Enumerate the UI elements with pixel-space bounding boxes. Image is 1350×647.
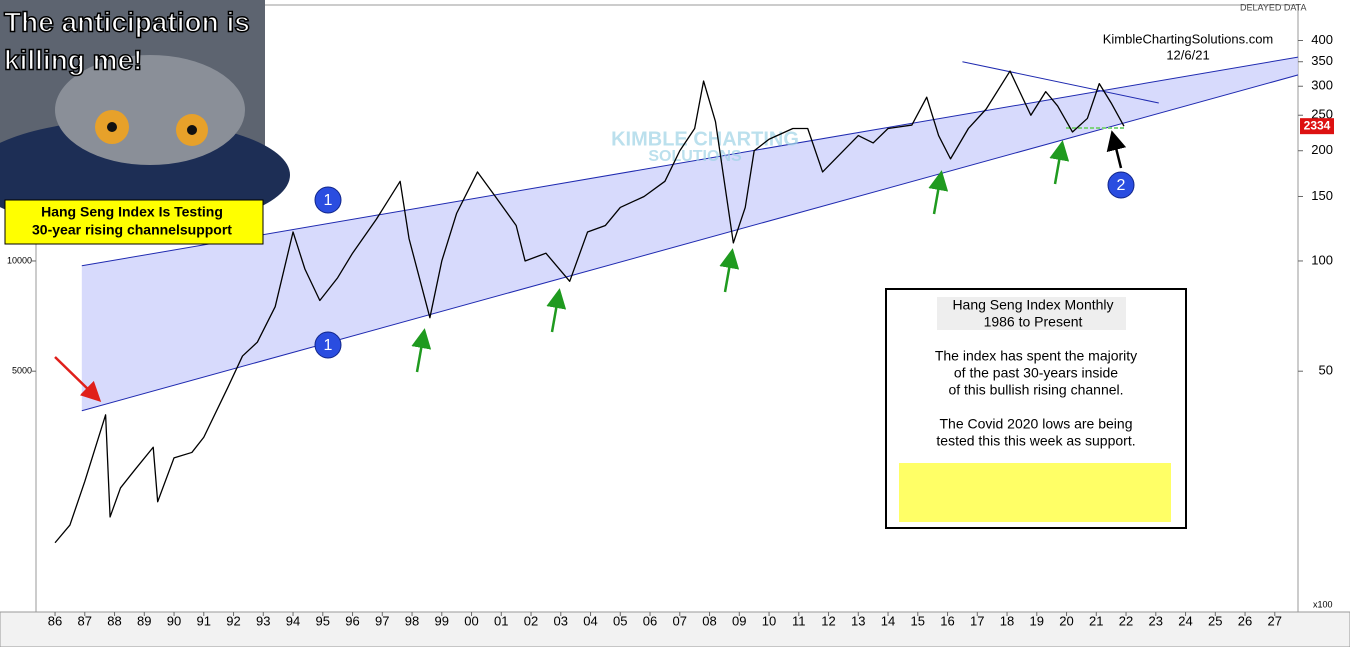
x-tick-label: 27 [1268,613,1282,628]
meme-caption: killing me! [4,44,142,75]
marker-label: 1 [324,337,333,354]
x-tick-label: 21 [1089,613,1103,628]
y-tick-label: 150 [1311,188,1333,203]
x-tick-label: 19 [1030,613,1044,628]
channel-line [962,61,1159,104]
callout-text: Hang Seng Index Is Testing [41,204,223,220]
price-line [54,70,1125,544]
x-axis-strip [0,611,1350,647]
x-tick-label: 00 [464,613,478,628]
x-tick-label: 92 [226,613,240,628]
info-text: of the past 30-years inside [954,365,1118,381]
x-tick-label: 09 [732,613,746,628]
cat-pupil [187,125,197,135]
info-text: The Covid 2020 lows are being [939,416,1132,432]
info-title: 1986 to Present [984,314,1083,330]
x-tick-label: 95 [316,613,330,628]
x-tick-label: 98 [405,613,419,628]
last-value-box [1300,118,1334,135]
x-tick-label: 96 [345,613,359,628]
x-tick-label: 16 [940,613,954,628]
marker-label: 2 [1117,177,1126,194]
x-tick-label: 18 [1000,613,1014,628]
x-tick-label: 11 [792,613,806,628]
black-arrow [1106,130,1127,169]
info-text: of this bullish rising channel. [948,382,1123,398]
x-tick-label: 25 [1208,613,1222,628]
last-value-label: 2334 [1304,118,1331,132]
green-arrow [928,170,949,215]
x-tick-label: 17 [970,613,984,628]
channel-group [81,56,1298,412]
x-tick-label: 07 [673,613,687,628]
x-tick-label: 86 [48,613,62,628]
info-text: tested this this week as support. [936,433,1135,449]
arrows [54,127,1127,402]
x-tick-label: 91 [197,613,211,628]
marker-circle [1107,171,1135,199]
date: 12/6/21 [1166,47,1209,62]
x-tick-label: 97 [375,613,389,628]
x-tick-label: 87 [78,613,92,628]
watermark: SOLUTIONS [648,148,742,165]
left-y-tick-label: 10000 [7,255,32,265]
x-tick-label: 06 [643,613,657,628]
left-y-tick-label: 5000 [12,366,32,376]
y-tick-label: 250 [1311,107,1333,122]
x-tick-label: 01 [494,613,508,628]
marker-label: 1 [324,192,333,209]
x-tick-label: 08 [702,613,716,628]
x-tick-label: 23 [1149,613,1163,628]
feed-note: DELAYED DATA [1240,2,1307,12]
x-tick-label: 02 [524,613,538,628]
y-tick-label: 300 [1311,78,1333,93]
red-arrow [54,356,102,402]
y-tick-label: 200 [1311,142,1333,157]
x-tick-label: 12 [821,613,835,628]
x-tick-label: 20 [1059,613,1073,628]
x-tick-label: 94 [286,613,300,628]
x-tick-label: 10 [762,613,776,628]
x-tick-label: 89 [137,613,151,628]
y-tick-label: 400 [1311,32,1333,47]
green-arrow [546,288,567,333]
channel-line [81,56,1298,267]
x-tick-label: 15 [911,613,925,628]
green-arrow [1049,140,1070,185]
callout-box [4,199,264,245]
x-tick-label: 22 [1119,613,1133,628]
y-tick-label: 100 [1311,252,1333,267]
marker-circle [314,331,342,359]
y-tick-label: 50 [1319,363,1333,378]
green-arrow [719,248,740,293]
info-title-bg [937,297,1126,330]
x-tick-label: 03 [554,613,568,628]
highlight-box [899,463,1171,522]
x-tick-label: 93 [256,613,270,628]
green-arrow [411,328,432,373]
markers: 1 1 2 [314,171,1135,359]
x-tick-label: 14 [881,613,895,628]
y-tick-label: 350 [1311,53,1333,68]
x-tick-label: 26 [1238,613,1252,628]
x-tick-label: 90 [167,613,181,628]
x-tick-label: 05 [613,613,627,628]
x-tick-label: 24 [1178,613,1192,628]
watermark: KIMBLE CHARTING [611,128,799,150]
info-text: The index has spent the majority [935,348,1137,364]
x-tick-label: 88 [107,613,121,628]
info-title: Hang Seng Index Monthly [952,297,1113,313]
channel-line [81,74,1298,412]
x-tick-label: 99 [435,613,449,628]
x-tick-label: 13 [851,613,865,628]
meme-caption: The anticipation is [4,6,250,37]
source: KimbleChartingSolutions.com [1103,31,1274,46]
marker-circle [314,186,342,214]
callout-text: 30-year rising channelsupport [32,222,232,238]
x-tick-label: 04 [583,613,597,628]
channel-fill [81,57,1298,411]
cat-pupil [107,122,117,132]
axis-multiplier: x100 [1313,599,1333,609]
